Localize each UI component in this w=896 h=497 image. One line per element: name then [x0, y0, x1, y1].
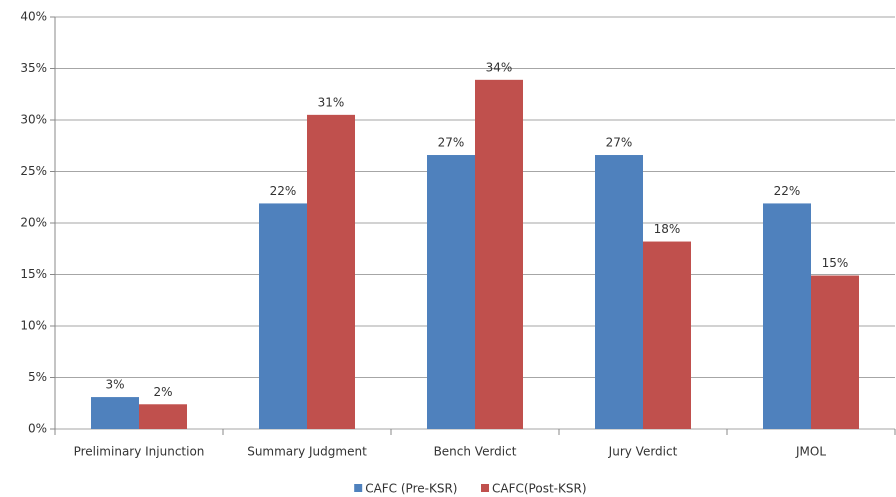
value-label: 22% [774, 184, 801, 198]
bar [259, 203, 307, 429]
legend-label: CAFC (Pre-KSR) [365, 482, 457, 496]
x-tick-label: Bench Verdict [434, 445, 517, 459]
y-tick-label: 35% [20, 61, 47, 75]
y-tick-label: 0% [28, 422, 47, 436]
y-tick-label: 30% [20, 113, 47, 127]
bar [763, 203, 811, 429]
bar [91, 397, 139, 429]
value-label: 27% [606, 136, 633, 150]
value-label: 34% [486, 60, 513, 74]
value-label: 15% [822, 256, 849, 270]
legend-swatch [354, 484, 363, 492]
bar [139, 404, 187, 429]
value-label: 3% [105, 378, 124, 392]
value-label: 22% [270, 184, 297, 198]
y-tick-label: 40% [20, 10, 47, 24]
bar [595, 155, 643, 429]
value-label: 18% [654, 222, 681, 236]
x-tick-label: Jury Verdict [608, 445, 678, 459]
value-label: 27% [438, 136, 465, 150]
legend-swatch [481, 484, 489, 492]
value-label: 2% [153, 385, 172, 399]
x-tick-label: Preliminary Injunction [74, 445, 205, 459]
bar [811, 275, 859, 429]
bar [427, 155, 475, 429]
x-tick-label: Summary Judgment [247, 445, 367, 459]
y-tick-label: 10% [20, 319, 47, 333]
bar [643, 241, 691, 429]
value-label: 31% [318, 95, 345, 109]
bar [475, 79, 523, 429]
y-tick-label: 5% [28, 370, 47, 384]
legend-label: CAFC(Post-KSR) [492, 482, 587, 496]
bar [307, 114, 355, 429]
y-tick-label: 25% [20, 164, 47, 178]
x-tick-label: JMOL [795, 445, 826, 459]
y-tick-label: 15% [20, 267, 47, 281]
y-tick-label: 20% [20, 216, 47, 230]
